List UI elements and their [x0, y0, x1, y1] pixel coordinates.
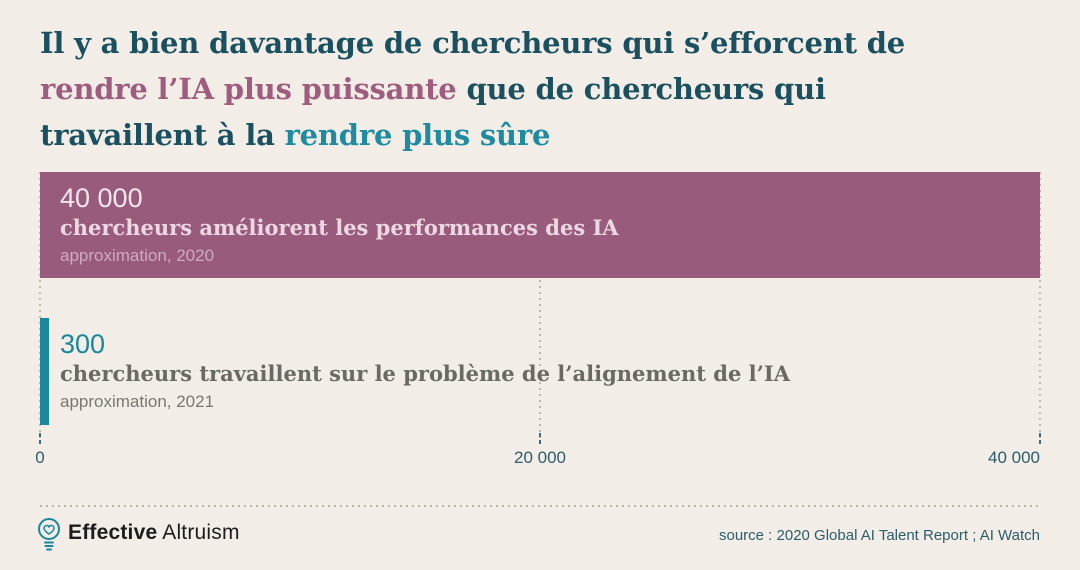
- bar-ai-alignment-labels: 300 chercheurs travaillent sur le problè…: [60, 318, 790, 415]
- axis-tick-40000: [1039, 433, 1041, 446]
- effective-altruism-logo: [36, 517, 62, 558]
- title-segment-plain: travaillent à la: [40, 118, 285, 152]
- title-segment-plain: Il y a bien davantage de chercheurs qui …: [40, 26, 906, 60]
- axis-label-0: 0: [35, 448, 45, 467]
- title-segment-safety: rendre plus sûre: [284, 118, 551, 152]
- lightbulb-heart-icon: [38, 518, 60, 551]
- brand-wordmark: Effective Altruism: [68, 521, 240, 545]
- bar-value-label: 40 000: [60, 183, 143, 213]
- chart-title: Il y a bien davantage de chercheurs qui …: [40, 20, 1020, 158]
- axis-label-40000: 40 000: [988, 448, 1040, 467]
- brand-bold: Effective: [68, 521, 158, 544]
- title-segment-plain: que de chercheurs qui: [456, 72, 826, 106]
- brand-regular: Altruism: [162, 521, 240, 544]
- axis-tick-20000: [539, 433, 541, 446]
- bar-ai-capabilities: 40 000 chercheurs améliorent les perform…: [40, 172, 1040, 278]
- bar-ai-alignment: [40, 318, 49, 425]
- bar-value-label: 300: [60, 329, 106, 359]
- axis-label-20000: 20 000: [514, 448, 566, 467]
- footer-divider: [40, 505, 1040, 507]
- bar-note-label: approximation, 2020: [60, 246, 215, 265]
- gridline-0: [39, 172, 41, 447]
- gridline-20000: [539, 172, 541, 447]
- bar-note-label: approximation, 2021: [60, 392, 215, 411]
- title-segment-power: rendre l’IA plus puissante: [40, 72, 457, 106]
- axis-tick-0: [39, 433, 41, 446]
- bar-category-label: chercheurs améliorent les performances d…: [60, 215, 619, 240]
- source-credit: source : 2020 Global AI Talent Report ; …: [718, 527, 1040, 544]
- gridline-40000: [1039, 172, 1041, 447]
- bar-category-label: chercheurs travaillent sur le problème d…: [60, 361, 791, 386]
